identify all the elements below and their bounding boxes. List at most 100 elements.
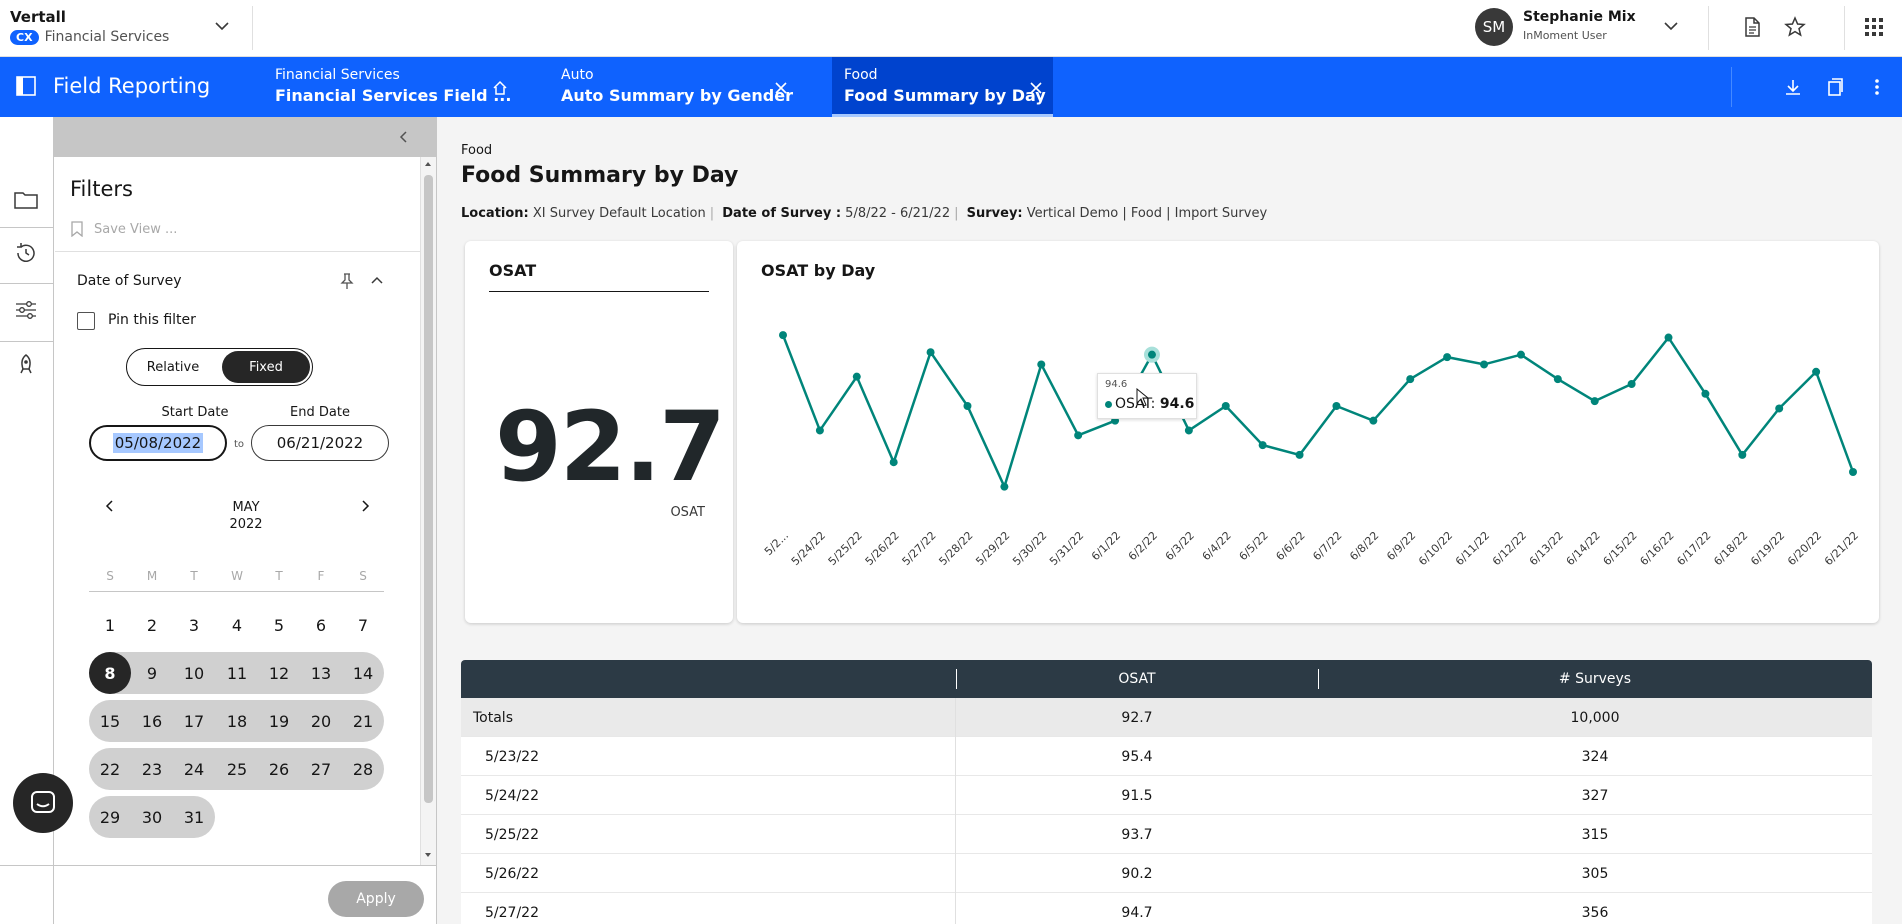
end-date-input[interactable]: 06/21/2022 bbox=[251, 425, 389, 461]
calendar-day[interactable]: 4 bbox=[231, 615, 243, 635]
data-point[interactable] bbox=[1369, 416, 1378, 425]
history-icon[interactable] bbox=[13, 240, 39, 266]
calendar-day[interactable]: 16 bbox=[141, 711, 163, 731]
start-date-input[interactable]: 05/08/2022 bbox=[89, 425, 227, 461]
data-point[interactable] bbox=[889, 458, 898, 467]
data-point[interactable] bbox=[1775, 404, 1784, 413]
data-point[interactable] bbox=[1037, 360, 1046, 369]
calendar-day[interactable]: 25 bbox=[226, 759, 248, 779]
chevron-left-icon[interactable] bbox=[101, 497, 119, 515]
calendar-day[interactable]: 26 bbox=[268, 759, 290, 779]
data-point[interactable] bbox=[1443, 353, 1452, 362]
data-point[interactable] bbox=[1516, 350, 1525, 359]
download-icon[interactable] bbox=[1783, 77, 1803, 97]
calendar-day[interactable]: 14 bbox=[352, 663, 374, 683]
calendar-day[interactable]: 31 bbox=[183, 807, 205, 827]
save-view-button[interactable]: Save View ... bbox=[70, 221, 177, 237]
filter-scrollbar-thumb[interactable] bbox=[424, 175, 433, 803]
chat-launcher-button[interactable] bbox=[13, 773, 73, 833]
calendar-day[interactable]: 12 bbox=[268, 663, 290, 683]
copy-icon[interactable] bbox=[1825, 77, 1845, 97]
data-point[interactable] bbox=[926, 348, 935, 357]
osat-line-chart[interactable]: 5/2...5/24/225/25/225/26/225/27/225/28/2… bbox=[737, 241, 1879, 623]
document-icon[interactable] bbox=[1740, 15, 1764, 39]
data-point[interactable] bbox=[1664, 333, 1673, 342]
org-switcher[interactable]: Vertall CX Financial Services bbox=[10, 8, 169, 45]
calendar-day[interactable]: 11 bbox=[226, 663, 248, 683]
data-point[interactable] bbox=[852, 372, 861, 381]
fixed-mode-option[interactable]: Fixed bbox=[222, 351, 310, 383]
calendar-day[interactable]: 3 bbox=[188, 615, 200, 635]
data-point[interactable] bbox=[1221, 402, 1230, 410]
calendar-day[interactable]: 18 bbox=[226, 711, 248, 731]
column-header-surveys[interactable]: # Surveys bbox=[1558, 671, 1632, 687]
chevron-up-icon[interactable] bbox=[369, 273, 385, 289]
pin-filter-checkbox[interactable] bbox=[77, 312, 95, 330]
data-point[interactable] bbox=[779, 331, 787, 340]
chevron-right-icon[interactable] bbox=[356, 497, 374, 515]
calendar-day[interactable]: 27 bbox=[310, 759, 332, 779]
calendar-day[interactable]: 10 bbox=[183, 663, 205, 683]
folder-icon[interactable] bbox=[13, 187, 39, 213]
calendar-day[interactable]: 28 bbox=[352, 759, 374, 779]
overflow-menu-icon[interactable] bbox=[1867, 77, 1887, 97]
data-point[interactable] bbox=[815, 426, 824, 435]
calendar-day[interactable]: 15 bbox=[99, 711, 121, 731]
close-icon[interactable] bbox=[1027, 79, 1045, 97]
calendar-day[interactable]: 1 bbox=[104, 615, 116, 635]
data-point[interactable] bbox=[1332, 402, 1341, 410]
calendar-day[interactable]: 5 bbox=[273, 615, 285, 635]
tab-financial-services[interactable]: Financial Services Financial Services Fi… bbox=[275, 57, 520, 117]
data-point[interactable] bbox=[1406, 375, 1415, 384]
tab-food[interactable]: Food Food Summary by Day bbox=[832, 57, 1053, 117]
chevron-down-icon[interactable] bbox=[212, 16, 232, 36]
calendar-day[interactable]: 19 bbox=[268, 711, 290, 731]
calendar-day[interactable]: 24 bbox=[183, 759, 205, 779]
calendar-day[interactable]: 9 bbox=[146, 663, 158, 683]
data-point[interactable] bbox=[1295, 450, 1304, 459]
sliders-icon[interactable] bbox=[13, 297, 39, 323]
close-icon[interactable] bbox=[772, 79, 790, 97]
scroll-down-icon[interactable] bbox=[422, 849, 434, 861]
column-header-date[interactable] bbox=[461, 660, 956, 698]
tab-auto[interactable]: Auto Auto Summary by Gender bbox=[561, 57, 801, 117]
app-grid-icon[interactable] bbox=[1862, 15, 1886, 39]
calendar-day[interactable]: 20 bbox=[310, 711, 332, 731]
calendar-day[interactable]: 21 bbox=[352, 711, 374, 731]
data-point[interactable] bbox=[1184, 426, 1193, 435]
data-point[interactable] bbox=[1143, 346, 1160, 363]
column-divider[interactable] bbox=[1318, 669, 1319, 689]
pin-icon[interactable] bbox=[338, 272, 356, 290]
data-point[interactable] bbox=[1480, 360, 1489, 369]
calendar-day[interactable]: 7 bbox=[357, 615, 369, 635]
data-point[interactable] bbox=[1258, 441, 1267, 450]
calendar-day[interactable]: 8 bbox=[89, 652, 131, 694]
data-point[interactable] bbox=[963, 402, 972, 410]
calendar-day[interactable]: 6 bbox=[315, 615, 327, 635]
relative-mode-option[interactable]: Relative bbox=[146, 359, 200, 375]
data-point[interactable] bbox=[1000, 482, 1009, 491]
chevron-left-icon[interactable] bbox=[395, 128, 413, 146]
calendar-day[interactable]: 17 bbox=[183, 711, 205, 731]
data-point[interactable] bbox=[1738, 450, 1747, 459]
column-divider[interactable] bbox=[956, 669, 957, 689]
user-name[interactable]: Stephanie Mix bbox=[1523, 9, 1636, 25]
rocket-icon[interactable] bbox=[13, 352, 39, 378]
calendar-day[interactable]: 2 bbox=[146, 615, 158, 635]
star-icon[interactable] bbox=[1783, 15, 1807, 39]
calendar-day[interactable]: 22 bbox=[99, 759, 121, 779]
calendar-day[interactable]: 30 bbox=[141, 807, 163, 827]
data-point[interactable] bbox=[1590, 397, 1599, 406]
calendar-day[interactable]: 29 bbox=[99, 807, 121, 827]
data-point[interactable] bbox=[1627, 380, 1636, 388]
data-point[interactable] bbox=[1812, 367, 1821, 376]
calendar-day[interactable]: 23 bbox=[141, 759, 163, 779]
apply-button[interactable]: Apply bbox=[328, 881, 424, 917]
data-point[interactable] bbox=[1553, 375, 1562, 384]
breadcrumb[interactable]: Food bbox=[461, 143, 493, 158]
data-point[interactable] bbox=[1849, 468, 1857, 476]
chevron-down-icon[interactable] bbox=[1661, 16, 1681, 36]
data-point[interactable] bbox=[1074, 431, 1083, 440]
scroll-up-icon[interactable] bbox=[422, 158, 434, 170]
column-header-osat[interactable]: OSAT bbox=[1118, 671, 1156, 687]
